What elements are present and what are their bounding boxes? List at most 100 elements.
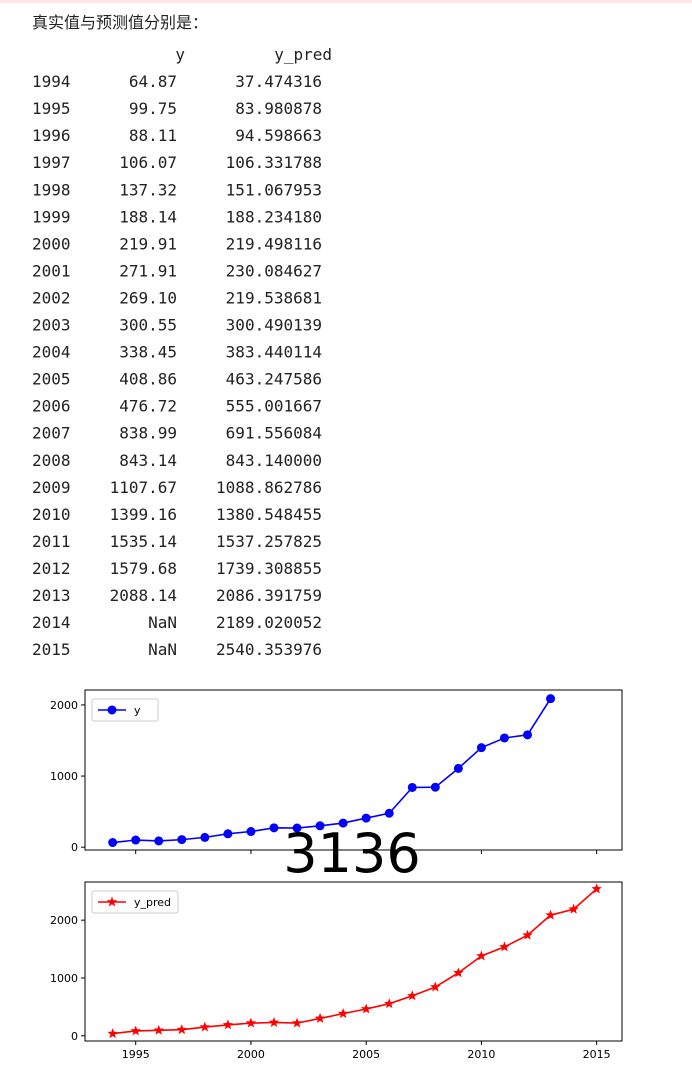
table-cell: 2003 (32, 316, 71, 335)
marker (291, 1017, 303, 1028)
marker (154, 836, 164, 846)
marker (430, 981, 441, 992)
table-cell: 188.14 (119, 207, 177, 226)
table-cell: 1399.16 (110, 505, 177, 524)
legend-label: y (134, 704, 141, 717)
table-cell: 1380.548455 (216, 505, 322, 524)
table-cell: 1995 (32, 99, 71, 118)
table-cell: 64.87 (129, 72, 177, 91)
marker (292, 823, 302, 833)
table-cell: 300.55 (119, 316, 177, 335)
marker (360, 1003, 372, 1014)
table-cell: 2011 (32, 532, 71, 551)
table-cell: 1999 (32, 207, 71, 226)
table-cell: 2005 (32, 370, 71, 389)
overlay-text: 3136 (283, 822, 420, 885)
table-cell: 137.32 (119, 180, 177, 199)
table-cell: 230.084627 (226, 261, 322, 280)
table-cell: 88.11 (129, 126, 177, 145)
marker (176, 1024, 188, 1035)
table-cell: 555.001667 (226, 397, 322, 416)
table-cell: 408.86 (119, 370, 177, 389)
marker (568, 903, 579, 914)
marker (499, 733, 509, 743)
marker (453, 967, 464, 978)
marker (383, 998, 395, 1009)
table-cell: 151.067953 (226, 180, 322, 199)
table-cell: 106.331788 (226, 153, 322, 172)
marker (430, 782, 440, 792)
marker (199, 1021, 211, 1032)
table-cell: 271.91 (119, 261, 177, 280)
marker (107, 1028, 118, 1039)
table-cell: 99.75 (129, 99, 177, 118)
table-cell: 338.45 (119, 343, 177, 362)
table-cell: 2001 (32, 261, 71, 280)
table-cell: 2086.391759 (216, 586, 322, 605)
table-cell: 269.10 (119, 288, 177, 307)
marker (106, 896, 118, 907)
marker (107, 705, 117, 715)
x-tick-label: 2015 (583, 1048, 611, 1061)
table-header: y (175, 45, 185, 64)
table-cell: 1537.257825 (216, 532, 322, 551)
table-cell: 843.14 (119, 451, 177, 470)
table-cell: 1994 (32, 72, 71, 91)
table-cell: 1997 (32, 153, 71, 172)
marker (523, 730, 533, 740)
table-cell: 219.498116 (226, 234, 322, 253)
table-header: y_pred (274, 45, 332, 64)
x-tick-label: 2005 (352, 1048, 380, 1061)
marker (200, 832, 210, 842)
table-cell: 476.72 (119, 397, 177, 416)
y-tick-label: 0 (71, 841, 78, 854)
table-cell: 1998 (32, 180, 71, 199)
marker (499, 941, 510, 952)
table-cell: 94.598663 (235, 126, 322, 145)
marker (269, 823, 279, 833)
marker (476, 743, 486, 753)
legend-label: y_pred (134, 896, 171, 909)
table-cell: 2010 (32, 505, 71, 524)
table-cell: 1107.67 (110, 478, 177, 497)
x-tick-label: 1995 (122, 1048, 150, 1061)
table-cell: 1579.68 (110, 559, 177, 578)
heading: 真实值与预测值分别是： (32, 13, 208, 32)
series-line (112, 888, 598, 1035)
y-tick-label: 1000 (50, 972, 78, 985)
marker (223, 829, 233, 839)
table-cell: 83.980878 (235, 99, 322, 118)
y-tick-label: 0 (71, 1030, 78, 1043)
table-cell: 1088.862786 (216, 478, 322, 497)
marker (314, 1012, 326, 1023)
marker (268, 1016, 280, 1027)
table-cell: 463.247586 (226, 370, 322, 389)
x-tick-label: 2010 (467, 1048, 495, 1061)
table-cell: 2008 (32, 451, 71, 470)
table-cell: 838.99 (119, 424, 177, 443)
table-cell: 2015 (32, 640, 71, 659)
marker (407, 990, 418, 1001)
y-tick-label: 2000 (50, 699, 78, 712)
legend-box (91, 890, 179, 914)
table-cell: 1996 (32, 126, 71, 145)
marker (522, 929, 533, 940)
marker (245, 1017, 257, 1028)
marker (315, 821, 325, 831)
table-cell: 1535.14 (110, 532, 177, 551)
table-cell: 2013 (32, 586, 71, 605)
marker (384, 808, 394, 818)
marker (338, 818, 348, 828)
marker (131, 835, 141, 845)
table-cell: 383.440114 (226, 343, 322, 362)
table-cell: 843.140000 (226, 451, 322, 470)
table-cell: 2012 (32, 559, 71, 578)
marker (130, 1025, 141, 1036)
table-cell: 2004 (32, 343, 71, 362)
table-cell: 2007 (32, 424, 71, 443)
marker (361, 813, 371, 823)
table-cell: 691.556084 (226, 424, 322, 443)
table-cell: 300.490139 (226, 316, 322, 335)
marker (591, 883, 602, 894)
